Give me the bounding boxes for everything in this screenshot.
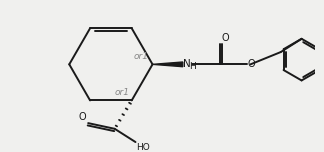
Text: O: O xyxy=(78,112,86,122)
Polygon shape xyxy=(153,62,183,67)
Text: O: O xyxy=(221,33,229,43)
Text: HO: HO xyxy=(136,143,150,152)
Text: or1: or1 xyxy=(134,52,149,60)
Text: or1: or1 xyxy=(115,88,130,97)
Text: H: H xyxy=(189,62,196,71)
Text: N: N xyxy=(183,59,191,69)
Text: O: O xyxy=(247,59,255,69)
